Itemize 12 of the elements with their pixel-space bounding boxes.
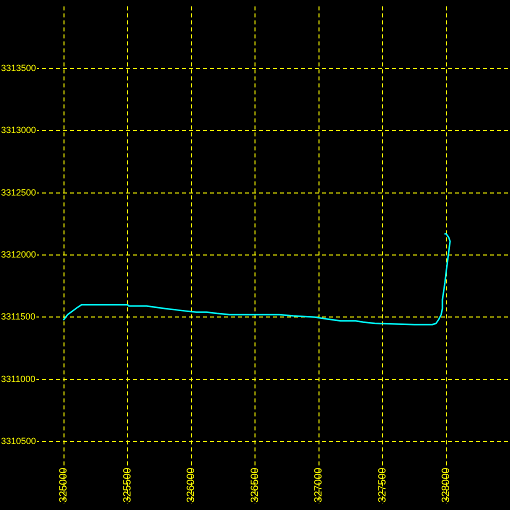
x-tick-label: 326500 xyxy=(248,467,261,503)
y-tick-label: 3310500 xyxy=(1,436,36,446)
x-tick-label: 327000 xyxy=(312,467,325,503)
y-tick-label: 3313500 xyxy=(1,63,36,74)
y-tick-label: 3311500 xyxy=(1,312,36,322)
y-tick-label: 3313000 xyxy=(1,125,36,136)
x-tick-label: 325500 xyxy=(121,467,134,503)
x-tick-label: 325000 xyxy=(58,467,70,503)
y-tick-label: 3312000 xyxy=(1,249,36,260)
y-tick-label: 3312500 xyxy=(1,187,36,198)
y-tick-label: 3311000 xyxy=(1,374,36,384)
x-tick-label: 327500 xyxy=(376,467,388,503)
